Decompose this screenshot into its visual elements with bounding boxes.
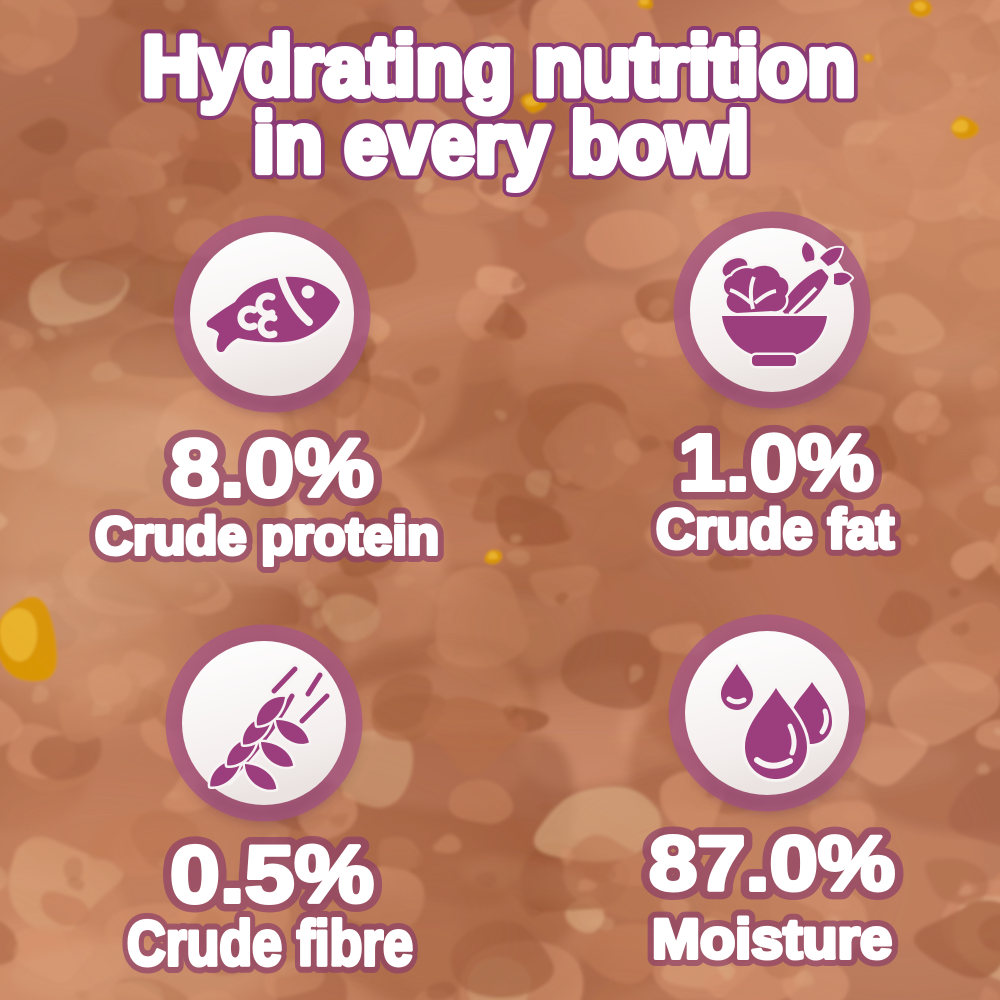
svg-text:Moisture: Moisture bbox=[652, 907, 892, 970]
svg-text:Crude protein: Crude protein bbox=[95, 507, 439, 566]
svg-text:in every bowl: in every bowl bbox=[253, 96, 749, 190]
svg-text:8.0%: 8.0% bbox=[170, 423, 374, 514]
svg-text:0.5%: 0.5% bbox=[170, 830, 374, 920]
svg-text:Crude fat: Crude fat bbox=[656, 497, 894, 560]
svg-text:1.0%: 1.0% bbox=[678, 418, 874, 507]
svg-text:87.0%: 87.0% bbox=[649, 821, 895, 907]
svg-text:8.0%: 8.0% bbox=[170, 423, 374, 514]
svg-text:Hydrating nutrition: Hydrating nutrition bbox=[143, 19, 856, 113]
svg-text:Crude fat: Crude fat bbox=[656, 497, 894, 560]
svg-text:in every bowl: in every bowl bbox=[253, 96, 749, 190]
svg-text:87.0%: 87.0% bbox=[649, 821, 895, 907]
svg-text:Hydrating nutrition: Hydrating nutrition bbox=[143, 19, 856, 113]
svg-text:Crude protein: Crude protein bbox=[95, 507, 439, 566]
svg-text:Moisture: Moisture bbox=[652, 907, 892, 970]
svg-text:1.0%: 1.0% bbox=[678, 418, 874, 507]
svg-text:0.5%: 0.5% bbox=[170, 830, 374, 920]
svg-text:Crude fibre: Crude fibre bbox=[127, 909, 413, 979]
svg-text:Crude fibre: Crude fibre bbox=[127, 909, 413, 979]
